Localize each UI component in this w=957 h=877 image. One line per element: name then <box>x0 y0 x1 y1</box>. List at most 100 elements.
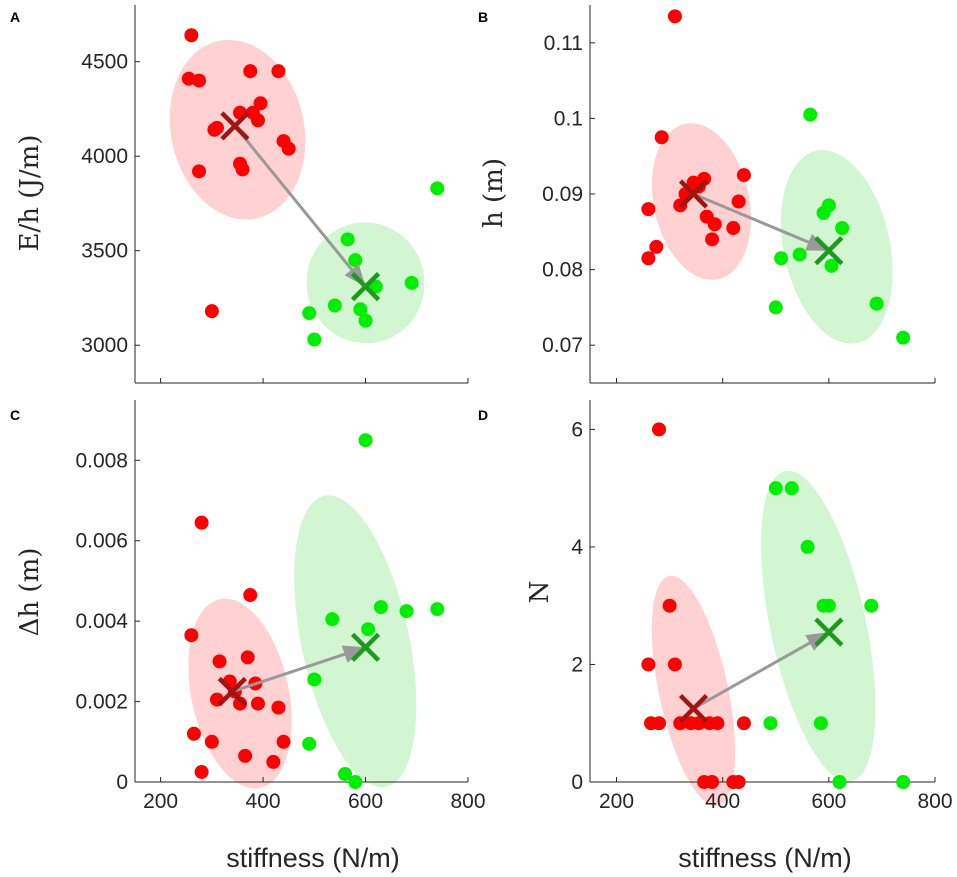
panel-c-point-green <box>302 736 317 751</box>
panel-c-point-green <box>348 775 363 789</box>
panel-b-point-green <box>821 198 836 213</box>
panel-b-point-green <box>774 251 789 266</box>
panel-c-point-red <box>184 628 199 643</box>
panel-b-mean-green <box>814 236 844 266</box>
panel-b: B h (m) 0.07 0.08 0.09 0.1 0.11 <box>478 5 936 384</box>
panel-c-ylabel: Δh (m) <box>15 548 45 637</box>
panel-c-point-red <box>194 764 209 779</box>
panel-d-y-tick-label: 6 <box>571 418 583 441</box>
panel-d-point-red <box>736 716 751 731</box>
panel-c-point-green <box>358 433 373 448</box>
panel-c-mean-red <box>217 676 247 707</box>
panel-b-y-tick-label: 0.07 <box>542 334 583 357</box>
panel-c-x-tick-label: 600 <box>348 790 383 813</box>
panel-d-point-green <box>864 598 879 613</box>
panel-d-x-tick-label: 800 <box>917 790 952 813</box>
panel-c-point-green <box>373 600 388 615</box>
panel-b-shift-arrow <box>692 192 817 247</box>
panel-d-point-red <box>662 598 677 613</box>
panel-c-point-red <box>250 696 265 711</box>
panel-c-point-red <box>240 650 255 665</box>
panel-a-point-green <box>430 181 445 196</box>
panel-d-point-green <box>896 775 911 789</box>
panel-b-point-green <box>835 221 850 236</box>
panel-c-point-green <box>307 672 322 687</box>
panel-d-point-red <box>705 775 720 789</box>
panel-b-point-red <box>641 202 656 217</box>
panel-a-y-tick-label: 3500 <box>81 240 128 263</box>
panel-a-point-green <box>307 332 322 347</box>
panel-c-y-tick-label: 0.004 <box>75 610 128 633</box>
panel-d-point-green <box>800 539 815 554</box>
panel-b-point-red <box>705 232 720 247</box>
panel-d-point-red <box>641 657 656 672</box>
panel-a-mean-green <box>350 272 381 302</box>
panel-a-point-red <box>192 164 207 179</box>
panel-c-point-red <box>243 588 258 603</box>
panel-d-point-green <box>768 481 783 496</box>
panel-c-xlabel: stiffness (N/m) <box>226 843 400 873</box>
panel-c-y-tick-label: 0 <box>116 771 128 794</box>
panel-c-shift-arrow-head <box>341 645 366 663</box>
panel-c-point-red <box>271 700 286 715</box>
panel-c: C Δh (m) stiffness (N/m) 200 400 600 800 0 0.… <box>10 400 486 873</box>
panel-d-point-green <box>832 775 847 789</box>
panel-d-x-tick-label: 200 <box>599 790 634 813</box>
panel-d-ellipse-red <box>651 575 736 807</box>
panel-b-point-red <box>654 130 669 145</box>
panel-a-shift-arrow <box>233 125 358 277</box>
panel-a-point-red <box>184 28 199 43</box>
panel-a-point-red <box>250 113 265 128</box>
panel-b-point-red <box>731 194 746 209</box>
panel-d-mean-red <box>678 693 709 724</box>
panel-c-point-red <box>212 654 227 669</box>
panel-b-point-red <box>707 217 722 232</box>
panel-a-point-green <box>404 275 419 290</box>
panel-c-point-red <box>276 734 291 749</box>
panel-a-point-green <box>327 298 342 313</box>
panel-c-point-green <box>430 602 445 617</box>
panel-c-point-red <box>186 726 201 741</box>
panel-b-point-red <box>649 239 664 254</box>
panel-a-point-green <box>353 302 368 317</box>
panel-d-y-tick-label: 0 <box>571 771 583 794</box>
panel-c-point-green <box>361 622 376 637</box>
panel-d: D N stiffness (N/m) 200 400 600 800 0 2 4 6 <box>478 400 953 873</box>
panel-d-shift-arrow <box>692 637 818 710</box>
panel-b-y-tick-label: 0.09 <box>542 183 583 206</box>
panel-d-x-tick-label: 600 <box>811 790 846 813</box>
panel-b-point-green <box>824 258 839 273</box>
panel-a-mean-red <box>220 111 250 141</box>
panel-d-letter: D <box>478 407 488 423</box>
panel-c-point-green <box>325 612 340 627</box>
panel-b-letter: B <box>478 9 488 25</box>
panel-a-y-tick-label: 4500 <box>81 51 128 74</box>
panel-c-mean-green <box>350 632 381 662</box>
panel-b-point-green <box>803 107 818 122</box>
panel-c-point-red <box>204 734 219 749</box>
panel-a-point-red <box>253 96 268 111</box>
panel-d-point-green <box>784 481 799 496</box>
panel-b-ylabel: h (m) <box>479 158 509 228</box>
panel-a-point-red <box>243 64 258 79</box>
panel-b-point-red <box>736 168 751 183</box>
panel-a-point-red <box>281 141 296 156</box>
panel-b-point-red <box>641 251 656 266</box>
panel-d-point-red <box>710 716 725 731</box>
panel-b-point-red <box>667 9 682 24</box>
panel-d-point-red <box>652 422 666 437</box>
panel-b-point-green <box>896 330 911 345</box>
panel-c-y-tick-label: 0.008 <box>75 449 128 472</box>
panel-a-ylabel: E/h (J/m) <box>15 135 45 252</box>
panel-b-ellipse-green <box>781 150 893 344</box>
panel-a-point-red <box>207 122 222 137</box>
panel-d-ellipse-green <box>761 470 876 782</box>
panel-b-point-green <box>792 247 807 262</box>
panel-a-point-red <box>235 162 250 177</box>
panel-a-point-red <box>192 73 207 88</box>
panel-d-x-tick-label: 400 <box>705 790 740 813</box>
panel-c-point-green <box>399 604 414 619</box>
panel-d-xlabel: stiffness (N/m) <box>678 843 852 873</box>
panel-a: A E/h (J/m) 3000 3500 4000 4500 <box>10 5 469 384</box>
